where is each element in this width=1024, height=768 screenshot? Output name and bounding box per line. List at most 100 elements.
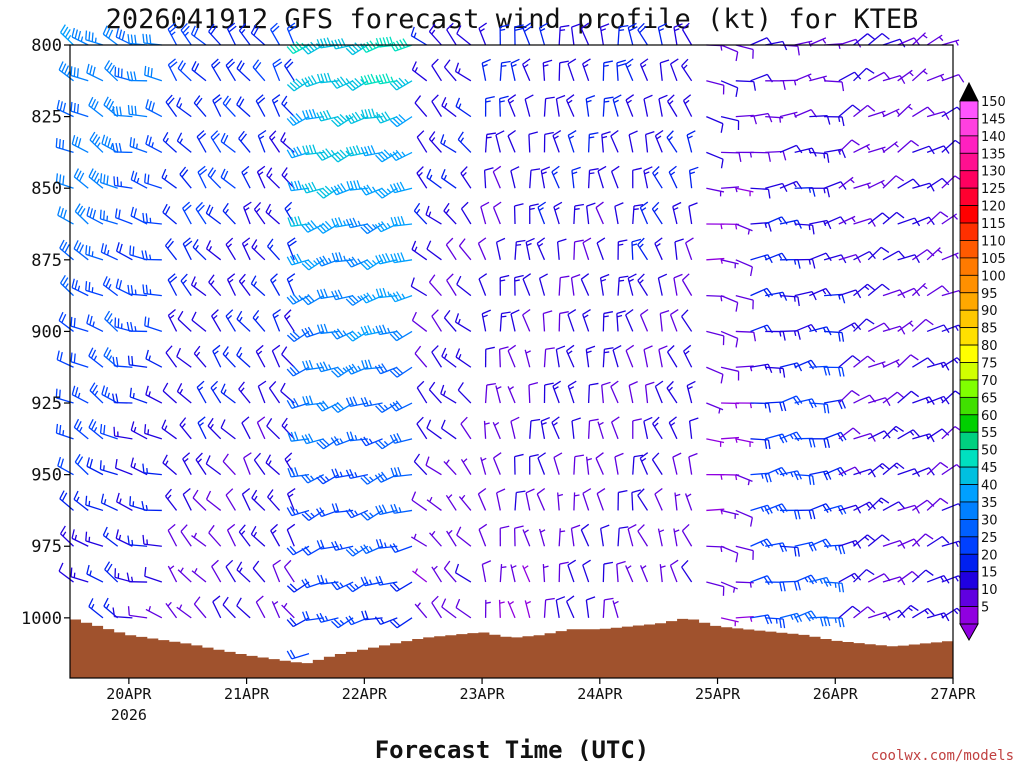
barb-staff bbox=[611, 421, 619, 440]
wind-barb bbox=[882, 108, 900, 118]
barb-flag bbox=[767, 403, 771, 413]
wind-barb bbox=[182, 452, 192, 475]
wind-barb bbox=[268, 130, 281, 153]
barb-flag bbox=[129, 137, 132, 147]
barb-staff bbox=[735, 114, 754, 118]
barb-staff bbox=[897, 468, 915, 476]
barb-flag bbox=[58, 138, 61, 149]
barb-flag bbox=[162, 203, 168, 213]
barb-flag bbox=[205, 204, 211, 214]
barb-half-flag bbox=[501, 566, 507, 569]
barb-flag bbox=[514, 453, 524, 458]
barb-flag bbox=[236, 346, 242, 356]
wind-barb bbox=[720, 581, 738, 593]
wind-barb bbox=[499, 525, 510, 547]
barb-flag bbox=[360, 44, 367, 53]
barb-half-flag bbox=[360, 113, 365, 119]
barb-flag bbox=[73, 67, 76, 77]
barb-staff bbox=[912, 145, 930, 154]
barb-staff bbox=[912, 249, 928, 261]
barb-flag bbox=[782, 331, 786, 341]
barb-flag bbox=[76, 242, 82, 252]
barb-half-flag bbox=[834, 545, 838, 551]
wind-barb bbox=[330, 580, 354, 591]
wind-barb bbox=[345, 508, 369, 519]
wind-barb bbox=[556, 238, 567, 260]
wind-barb bbox=[824, 366, 845, 377]
barb-flag bbox=[345, 83, 354, 91]
wind-barb bbox=[522, 22, 533, 46]
wind-barb bbox=[73, 490, 89, 511]
barb-flag bbox=[73, 317, 76, 328]
colorbar-cell bbox=[959, 118, 979, 137]
barb-flag bbox=[481, 58, 491, 64]
barb-staff bbox=[897, 217, 915, 225]
wind-barb bbox=[330, 328, 354, 340]
wind-barb bbox=[513, 453, 524, 475]
barb-flag bbox=[345, 549, 354, 557]
wind-barb bbox=[480, 201, 490, 225]
barb-staff bbox=[838, 390, 853, 404]
barb-half-flag bbox=[372, 328, 376, 334]
wind-barb bbox=[809, 503, 832, 513]
barb-flag bbox=[440, 419, 446, 429]
barb-flag bbox=[113, 176, 116, 186]
barb-half-flag bbox=[779, 331, 782, 337]
wind-barb bbox=[558, 528, 566, 547]
barb-staff bbox=[941, 503, 959, 512]
barb-staff bbox=[455, 356, 472, 368]
barb-staff bbox=[720, 44, 738, 53]
barb-flag bbox=[294, 216, 299, 226]
barb-staff bbox=[514, 241, 517, 260]
barb-staff bbox=[396, 116, 413, 128]
barb-flag bbox=[686, 130, 696, 136]
wind-barb bbox=[580, 523, 590, 547]
wind-barb bbox=[440, 384, 457, 404]
wind-barb bbox=[440, 134, 457, 153]
colorbar-cell bbox=[959, 588, 979, 607]
barb-flag bbox=[302, 110, 307, 120]
barb-half-flag bbox=[761, 473, 764, 479]
barb-staff bbox=[882, 539, 901, 547]
barb-half-flag bbox=[324, 615, 329, 621]
barb-flag bbox=[396, 433, 402, 442]
barb-half-flag bbox=[339, 619, 345, 625]
barb-flag bbox=[339, 76, 347, 85]
barb-staff bbox=[352, 330, 369, 342]
colorbar-cell bbox=[959, 205, 979, 224]
barb-flag bbox=[431, 345, 439, 353]
barb-half-flag bbox=[401, 151, 406, 157]
colorbar-cell bbox=[959, 257, 979, 276]
barb-flag bbox=[286, 368, 294, 377]
barb-staff bbox=[522, 314, 531, 332]
wind-barb bbox=[286, 365, 310, 377]
barb-flag bbox=[767, 504, 773, 514]
barb-flag bbox=[301, 579, 308, 589]
wind-barb bbox=[210, 130, 222, 153]
barb-half-flag bbox=[179, 138, 183, 144]
barb-staff bbox=[241, 422, 251, 440]
barb-staff bbox=[426, 499, 442, 511]
barb-half-flag bbox=[775, 506, 779, 512]
barb-staff bbox=[222, 461, 236, 476]
barb-half-flag bbox=[270, 136, 276, 141]
barb-flag bbox=[370, 73, 376, 83]
barb-flag bbox=[586, 345, 596, 350]
barb-flag bbox=[478, 523, 488, 531]
barb-flag bbox=[316, 324, 322, 334]
wind-barb bbox=[750, 504, 773, 515]
barb-half-flag bbox=[182, 279, 187, 285]
wind-barb bbox=[360, 292, 383, 304]
colorbar-cell bbox=[959, 222, 979, 241]
wind-barb bbox=[142, 33, 162, 46]
barb-flag bbox=[637, 22, 645, 31]
wind-barb bbox=[480, 457, 487, 475]
barb-flag bbox=[793, 471, 799, 481]
barb-flag bbox=[640, 308, 649, 316]
barb-flag bbox=[76, 421, 82, 430]
barb-staff bbox=[145, 143, 163, 153]
wind-barb bbox=[911, 68, 928, 82]
wind-barb bbox=[681, 559, 693, 583]
barb-staff bbox=[882, 38, 901, 46]
colorbar-label: 50 bbox=[981, 444, 998, 459]
